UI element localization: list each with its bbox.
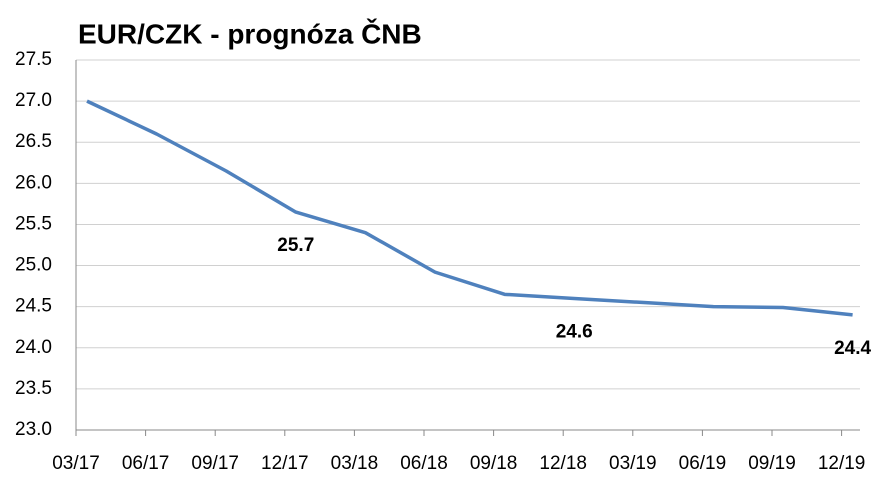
y-tick-label: 25.0 xyxy=(15,255,52,276)
x-tick-label: 09/18 xyxy=(470,453,518,474)
chart-title: EUR/CZK - prognóza ČNB xyxy=(78,17,422,49)
y-tick-label: 26.5 xyxy=(15,131,52,152)
data-label: 24.6 xyxy=(556,321,593,342)
y-tick-label: 26.0 xyxy=(15,172,52,193)
x-tick-label: 03/17 xyxy=(52,453,100,474)
data-label: 24.4 xyxy=(834,338,871,359)
x-tick-label: 12/18 xyxy=(539,453,587,474)
x-tick-label: 12/17 xyxy=(261,453,309,474)
line-series xyxy=(86,99,853,317)
y-tick-label: 23.0 xyxy=(15,419,52,440)
y-tick-label: 24.0 xyxy=(15,337,52,358)
data-label: 25.7 xyxy=(277,235,314,256)
y-tick-label: 24.5 xyxy=(15,296,52,317)
x-tick-label: 12/19 xyxy=(818,453,866,474)
y-tick-label: 23.5 xyxy=(15,378,52,399)
x-tick-label: 09/17 xyxy=(191,453,239,474)
x-tick-label: 06/17 xyxy=(122,453,170,474)
x-tick-label: 09/19 xyxy=(748,453,796,474)
x-tick-label: 03/18 xyxy=(331,453,379,474)
x-tick-label: 06/19 xyxy=(679,453,727,474)
y-tick-label: 25.5 xyxy=(15,213,52,234)
y-tick-label: 27.0 xyxy=(15,90,52,111)
x-tick-label: 06/18 xyxy=(400,453,448,474)
y-tick-label: 27.5 xyxy=(15,49,52,70)
x-tick-label: 03/19 xyxy=(609,453,657,474)
